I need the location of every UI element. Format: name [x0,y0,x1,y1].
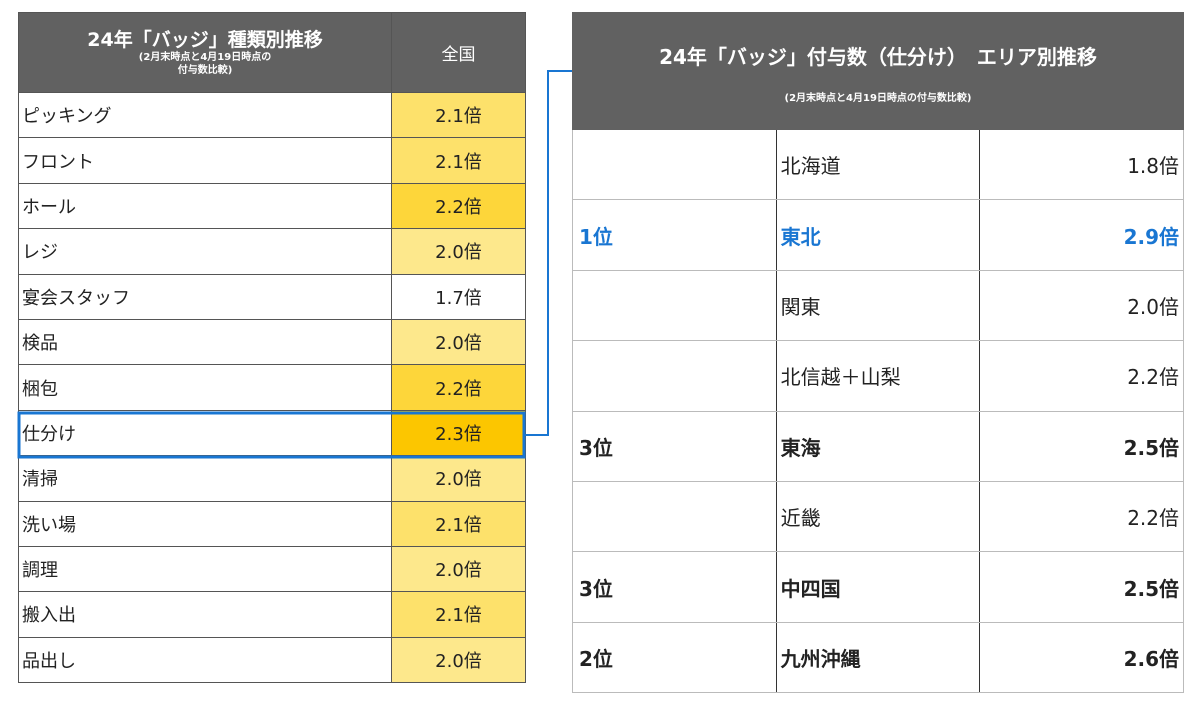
left-table-title-cell: 24年「バッジ」種類別推移 (2月末時点と4月19日時点の 付与数比較) [18,12,392,93]
area-region: 関東 [775,269,981,342]
table-row: 宴会スタッフ 1.7倍 [18,273,526,320]
table-row: 2位 九州沖縄 2.6倍 [572,621,1184,694]
job-type-multiplier: 2.0倍 [391,228,526,275]
job-type-multiplier: 1.7倍 [391,273,526,320]
job-type-name: 検品 [18,318,392,366]
job-type-multiplier: 2.0倍 [391,636,526,684]
right-table-body: 北海道 1.8倍 1位 東北 2.9倍 関東 2.0倍 北信越＋山梨 2.2倍 3位 東海 2.5倍近… [572,128,1184,694]
area-badge-table: 24年「バッジ」付与数（仕分け） エリア別推移 (2月末時点と4月19日時点の付… [572,12,1184,694]
job-type-name: 仕分け [18,409,392,457]
column-header-nationwide: 全国 [441,45,476,65]
area-multiplier: 2.0倍 [979,269,1184,342]
table-row: ピッキング 2.1倍 [18,91,526,139]
area-region: 北信越＋山梨 [775,340,981,412]
area-rank: 1位 [572,199,777,271]
highlight-row-box [17,411,526,459]
area-rank: 3位 [572,410,777,482]
job-type-name: 宴会スタッフ [18,273,392,320]
job-type-multiplier: 2.2倍 [391,182,526,230]
table-row: 品出し 2.0倍 [18,636,526,684]
left-table-subtitle-2: 付与数比較) [177,64,233,76]
left-table-subtitle-1: (2月末時点と4月19日時点の [138,51,272,63]
job-type-name: ピッキング [18,91,392,139]
area-region: 九州沖縄 [775,621,981,694]
job-type-name: 清掃 [18,455,392,502]
table-row: 北信越＋山梨 2.2倍 [572,340,1184,412]
area-rank [572,128,777,201]
right-table-subtitle: (2月末時点と4月19日時点の付与数比較) [784,92,972,104]
table-row: 近畿 2.2倍 [572,480,1184,553]
area-rank [572,340,777,412]
area-multiplier: 2.6倍 [979,621,1184,694]
area-region: 北海道 [775,128,981,201]
table-row: 関東 2.0倍 [572,269,1184,342]
job-type-multiplier: 2.3倍 [391,409,526,457]
table-row: 1位 東北 2.9倍 [572,199,1184,271]
job-type-name: レジ [18,228,392,275]
table-row: 3位 中四国 2.5倍 [572,551,1184,623]
left-table-title: 24年「バッジ」種類別推移 [87,28,323,51]
job-type-name: 品出し [18,636,392,684]
table-row: 搬入出 2.1倍 [18,591,526,638]
table-row: 3位 東海 2.5倍 [572,410,1184,482]
connector-line [524,70,572,436]
area-multiplier: 2.5倍 [979,410,1184,482]
table-row: 仕分け 2.3倍 [18,409,526,457]
job-type-name: フロント [18,137,392,184]
job-type-multiplier: 2.1倍 [391,91,526,139]
area-rank [572,269,777,342]
job-type-multiplier: 2.1倍 [391,591,526,638]
table-row: 検品 2.0倍 [18,318,526,366]
table-row: 調理 2.0倍 [18,545,526,593]
area-multiplier: 2.5倍 [979,551,1184,623]
area-multiplier: 2.2倍 [979,340,1184,412]
table-row: フロント 2.1倍 [18,137,526,184]
area-multiplier: 1.8倍 [979,128,1184,201]
area-multiplier: 2.9倍 [979,199,1184,271]
area-rank: 2位 [572,621,777,694]
left-table-body: ピッキング 2.1倍 フロント 2.1倍 ホール 2.2倍 レジ 2.0倍 宴会スタッフ 1.7倍… [18,91,526,684]
right-table-header: 24年「バッジ」付与数（仕分け） エリア別推移 (2月末時点と4月19日時点の付… [572,12,1184,130]
area-region: 東海 [775,410,981,482]
right-table-title: 24年「バッジ」付与数（仕分け） エリア別推移 [659,44,1097,69]
job-type-multiplier: 2.0倍 [391,545,526,593]
job-type-multiplier: 2.2倍 [391,364,526,411]
area-region: 近畿 [775,480,981,553]
table-row: 北海道 1.8倍 [572,128,1184,201]
table-row: ホール 2.2倍 [18,182,526,230]
badge-type-table: 24年「バッジ」種類別推移 (2月末時点と4月19日時点の 付与数比較) 全国 … [18,12,526,684]
area-multiplier: 2.2倍 [979,480,1184,553]
area-rank [572,480,777,553]
area-region: 中四国 [775,551,981,623]
job-type-multiplier: 2.0倍 [391,318,526,366]
job-type-multiplier: 2.1倍 [391,500,526,547]
area-rank: 3位 [572,551,777,623]
area-region: 東北 [775,199,981,271]
job-type-name: 調理 [18,545,392,593]
job-type-multiplier: 2.1倍 [391,137,526,184]
table-row: レジ 2.0倍 [18,228,526,275]
